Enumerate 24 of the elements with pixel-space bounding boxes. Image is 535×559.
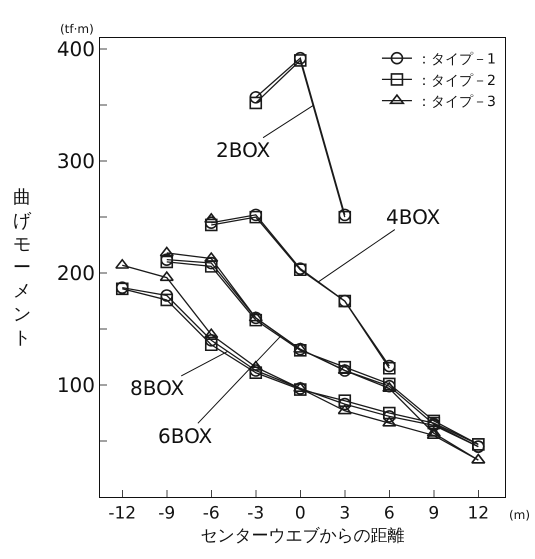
x-tick-label: 9 <box>428 503 440 524</box>
annotation: 6BOX <box>158 424 213 448</box>
annotation: 2BOX <box>216 138 271 162</box>
y-axis-title: 曲げモーメント <box>13 187 32 348</box>
annotation: 8BOX <box>130 376 185 400</box>
x-axis-title: センターウエブからの距離 <box>200 526 404 546</box>
x-tick-label: 3 <box>339 503 350 524</box>
text: (m) <box>509 508 530 522</box>
x-tick-label: -6 <box>202 503 220 524</box>
y-tick-label: 200 <box>56 261 95 286</box>
annotation: 4BOX <box>386 205 441 229</box>
legend-label: ：タイプ－3 <box>416 94 496 110</box>
x-tick-label: 6 <box>384 503 395 524</box>
x-tick-label: -12 <box>108 503 136 524</box>
x-tick-label: 12 <box>467 503 490 524</box>
y-tick-label: 300 <box>56 149 95 174</box>
legend-label: ：タイプ－1 <box>416 52 496 68</box>
x-tick-label: 0 <box>294 503 306 524</box>
legend-label: ：タイプ－2 <box>416 72 496 89</box>
y-tick-label: 400 <box>56 37 95 62</box>
x-tick-label: -3 <box>247 503 264 524</box>
text: (tf·m) <box>60 22 94 36</box>
y-tick-label: 100 <box>56 373 95 398</box>
x-tick-label: -9 <box>158 503 176 524</box>
